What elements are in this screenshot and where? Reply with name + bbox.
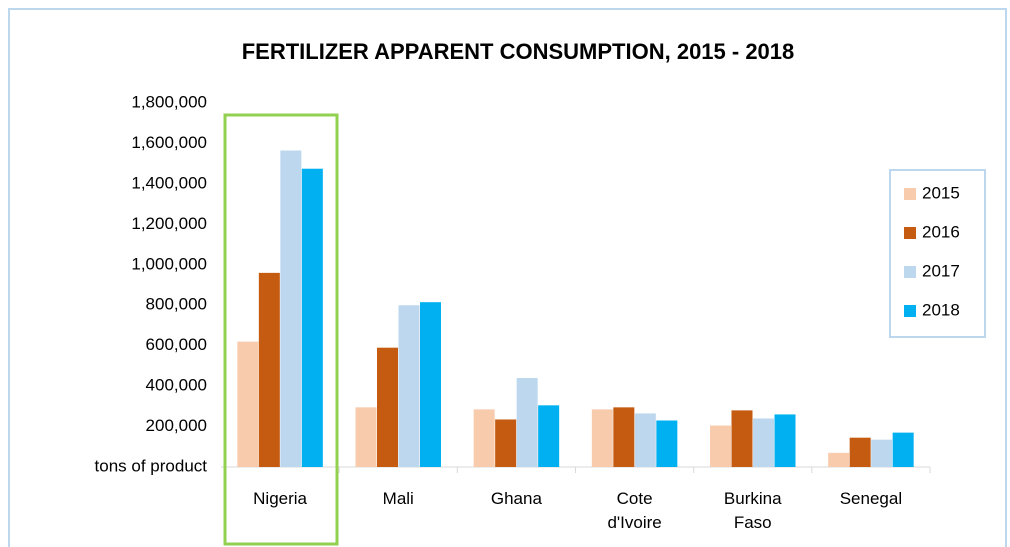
x-tick-label: Burkina Faso <box>723 489 782 532</box>
legend-label: 2017 <box>922 261 960 280</box>
legend-swatch <box>904 188 916 200</box>
legend-label: 2018 <box>922 300 960 319</box>
highlight-box <box>223 113 339 546</box>
y-tick-label: 1,200,000 <box>131 214 207 233</box>
y-tick-label: 1,400,000 <box>131 173 207 192</box>
chart-frame <box>8 8 1007 547</box>
bar <box>849 437 871 467</box>
y-tick-label: 1,800,000 <box>131 92 207 111</box>
y-tick-label: 600,000 <box>146 335 207 354</box>
bar <box>892 432 914 467</box>
bar <box>538 405 560 467</box>
legend-swatch <box>904 227 916 239</box>
legend-swatch <box>904 266 916 278</box>
bar <box>473 409 495 467</box>
bar <box>710 425 731 467</box>
bar <box>398 305 420 467</box>
y-tick-label: 800,000 <box>146 295 207 314</box>
bar <box>355 407 377 467</box>
bar <box>871 439 893 467</box>
bar <box>753 418 774 467</box>
bar <box>495 419 517 467</box>
bar <box>377 347 398 467</box>
y-tick-label: 400,000 <box>146 376 207 395</box>
bar <box>774 414 796 467</box>
legend-label: 2015 <box>922 183 960 202</box>
bar <box>613 407 635 467</box>
bar <box>591 409 613 467</box>
y-tick-label: tons of product <box>95 456 208 475</box>
bar <box>237 341 259 467</box>
x-tick-label: Cote d'Ivoire <box>607 489 662 532</box>
bar <box>731 410 753 467</box>
y-tick-label: 200,000 <box>146 416 207 435</box>
x-tick-label: Mali <box>382 489 414 508</box>
y-tick-label: 1,000,000 <box>131 254 207 273</box>
bar <box>634 413 656 467</box>
legend-swatch <box>904 305 916 317</box>
bar <box>301 168 323 467</box>
chart-title: FERTILIZER APPARENT CONSUMPTION, 2015 - … <box>242 39 795 64</box>
y-tick-label: 1,600,000 <box>131 133 207 152</box>
bar <box>420 302 441 467</box>
bar <box>258 272 280 467</box>
x-tick-label: Senegal <box>839 489 903 508</box>
bar <box>516 378 538 467</box>
x-tick-label: Nigeria <box>253 489 307 508</box>
bar <box>656 420 678 467</box>
x-tick-label: Ghana <box>490 489 542 508</box>
legend-label: 2016 <box>922 222 960 241</box>
bar <box>828 452 850 467</box>
bar <box>280 150 302 467</box>
